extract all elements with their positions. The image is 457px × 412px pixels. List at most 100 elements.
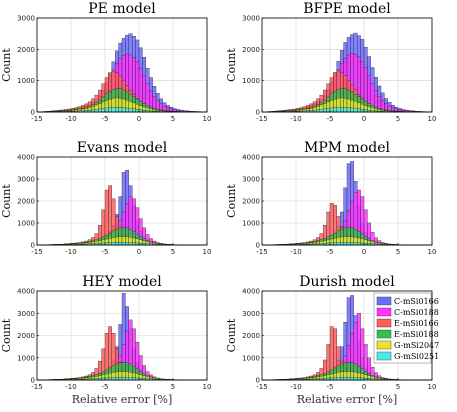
bar (101, 108, 106, 113)
y-tick-label: 1000 (242, 354, 260, 362)
legend-swatch (376, 318, 392, 328)
bar (340, 242, 344, 246)
x-tick-label: -15 (256, 383, 267, 391)
x-tick-label: 5 (396, 248, 400, 256)
y-tick-label: 0 (31, 242, 35, 250)
bar (340, 107, 344, 113)
bar (350, 377, 354, 381)
panel-title: Evans model (77, 140, 168, 156)
y-tick-label: 4000 (242, 154, 260, 162)
bar (336, 107, 341, 113)
x-tick-label: -10 (290, 248, 301, 256)
y-tick-label: 2000 (242, 332, 260, 340)
x-tick-label: 10 (203, 248, 212, 256)
bar (115, 242, 119, 246)
y-tick-label: 3000 (17, 310, 35, 318)
panel-title: MPM model (304, 140, 390, 156)
y-tick-label: 1000 (242, 220, 260, 228)
y-tick-label: 2000 (242, 198, 260, 206)
bar (115, 376, 119, 381)
bar (326, 108, 331, 113)
bar (336, 242, 341, 246)
y-tick-label: 0 (256, 109, 260, 117)
panel-title: Durish model (299, 274, 395, 290)
bar (111, 377, 116, 381)
panel-4: -15 -10 -5 0 5 10 0 1000 2000 3000 4000 HEY model Co… (0, 274, 211, 406)
y-tick-label: 4000 (242, 288, 260, 296)
legend-swatch (376, 307, 392, 317)
bar (357, 108, 361, 113)
y-axis-label: Count (0, 48, 13, 82)
y-tick-label: 1000 (17, 354, 35, 362)
x-tick-label: 0 (362, 383, 366, 391)
x-tick-label: -10 (65, 115, 76, 123)
y-tick-label: 1000 (242, 77, 260, 85)
bar (350, 242, 354, 246)
legend-label: G-mSi0251 (394, 352, 439, 361)
legend: C-mSi0166 C-mSi0188 E-mSi0166 E-mSi0188 G-mS… (373, 292, 439, 364)
bar (340, 376, 344, 381)
y-tick-label: 3000 (242, 310, 260, 318)
bar (343, 107, 348, 113)
bars (261, 32, 433, 113)
legend-swatch (376, 340, 392, 350)
x-tick-label: 0 (137, 115, 141, 123)
y-tick-label: 3000 (242, 176, 260, 184)
x-tick-label: 10 (428, 248, 437, 256)
x-tick-label: 0 (137, 383, 141, 391)
y-axis-label: Count (225, 48, 238, 82)
x-tick-label: 10 (428, 115, 437, 123)
legend-label: G-mSi2047 (394, 341, 439, 350)
bar (346, 107, 351, 113)
bar (118, 376, 123, 381)
bar (132, 108, 136, 113)
bar (125, 107, 129, 113)
axes-frame (36, 17, 208, 113)
x-tick-label: -5 (327, 248, 334, 256)
bar (108, 107, 112, 113)
y-tick-label: 2000 (17, 332, 35, 340)
y-tick-label: 4000 (17, 154, 35, 162)
x-tick-label: 10 (203, 383, 212, 391)
y-tick-label: 1000 (17, 220, 35, 228)
y-tick-label: 3000 (242, 15, 260, 23)
y-tick-label: 0 (31, 109, 35, 117)
panel-2: -15 -10 -5 0 5 10 0 1000 2000 3000 4000 Evans model… (0, 140, 211, 256)
y-axis-label: Count (0, 318, 13, 352)
x-tick-label: -5 (102, 383, 109, 391)
bar (343, 241, 348, 246)
legend-label: C-mSi0166 (394, 297, 439, 306)
axes-frame (261, 17, 433, 113)
x-axis-label: Relative error [%] (297, 393, 397, 406)
x-tick-label: -15 (256, 248, 267, 256)
bar (121, 107, 126, 113)
x-tick-label: 5 (396, 383, 400, 391)
x-tick-label: 5 (171, 115, 175, 123)
y-tick-label: 4000 (17, 288, 35, 296)
y-tick-label: 2000 (242, 46, 260, 54)
x-tick-label: -15 (31, 248, 42, 256)
x-tick-label: 0 (362, 248, 366, 256)
x-tick-label: 0 (362, 115, 366, 123)
legend-swatch (376, 329, 392, 339)
x-tick-label: 5 (171, 383, 175, 391)
bar (118, 241, 123, 246)
y-tick-label: 0 (256, 242, 260, 250)
x-tick-label: -10 (65, 248, 76, 256)
bar (350, 107, 354, 113)
panel-3: -15 -10 -5 0 5 10 0 1000 2000 3000 4000 MPM model Co… (225, 140, 436, 256)
bar (118, 107, 123, 113)
y-tick-label: 3000 (17, 176, 35, 184)
legend-label: C-mSi0188 (394, 308, 439, 317)
legend-swatch (376, 296, 392, 306)
bar (128, 108, 133, 113)
bar (115, 107, 119, 113)
bar (329, 107, 334, 113)
bar (336, 377, 341, 381)
x-tick-label: 10 (203, 115, 212, 123)
x-tick-label: -10 (290, 115, 301, 123)
legend-swatch (376, 351, 392, 361)
y-tick-label: 0 (256, 377, 260, 385)
y-axis-label: Count (225, 184, 238, 218)
x-tick-label: -5 (102, 115, 109, 123)
